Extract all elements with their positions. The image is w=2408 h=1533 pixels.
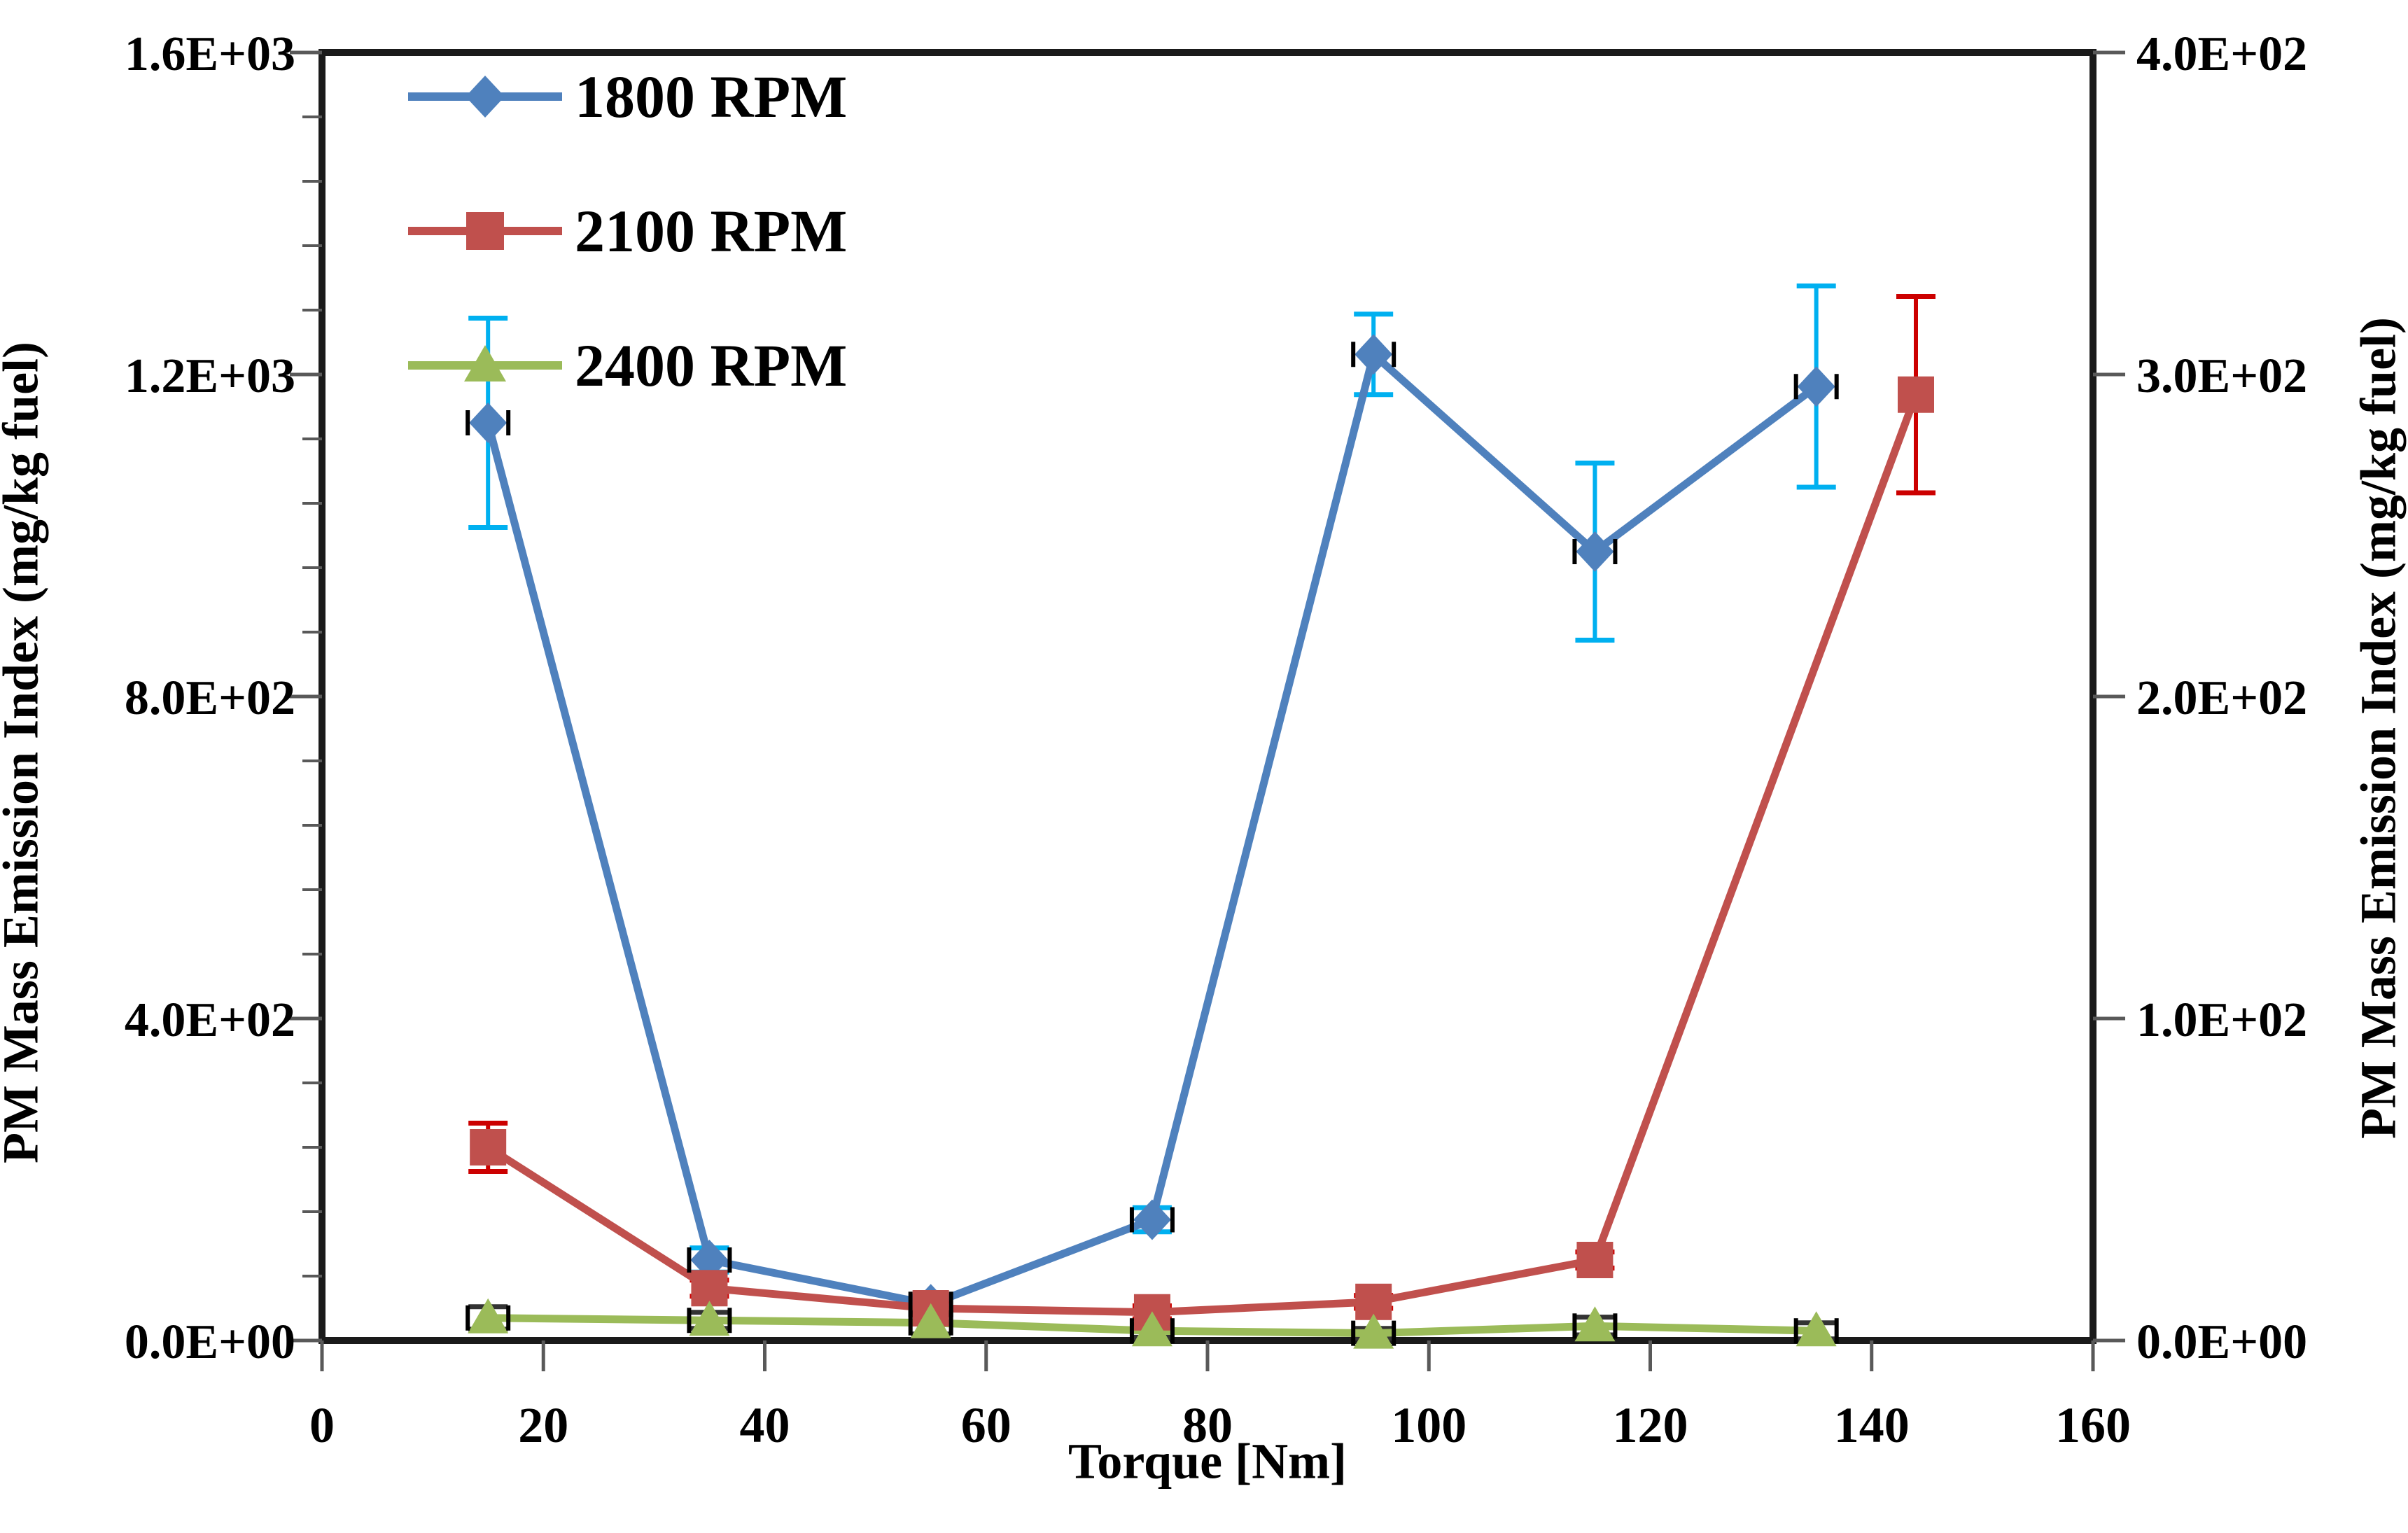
svg-text:1.0E+02: 1.0E+02 bbox=[2136, 993, 2307, 1047]
legend-marker-triangle-icon bbox=[408, 345, 562, 382]
svg-text:4.0E+02: 4.0E+02 bbox=[2136, 27, 2307, 81]
legend-item-2100-rpm: 2100 RPM bbox=[402, 197, 847, 265]
svg-text:60: 60 bbox=[961, 1397, 1011, 1453]
svg-text:140: 140 bbox=[1834, 1397, 1910, 1453]
left-axis-ticks: 0.0E+00 4.0E+02 8.0E+02 1.2E+03 1.6E+03 bbox=[125, 27, 322, 1369]
svg-text:40: 40 bbox=[740, 1397, 790, 1453]
line-1800-rpm bbox=[484, 350, 1821, 1308]
left-axis-title: PM Mass Emission Index (mg/kg fuel) bbox=[0, 341, 49, 1164]
right-axis-title: PM Mass Emission Index (mg/kg fuel) bbox=[2350, 316, 2407, 1140]
error-bars-2100-rpm bbox=[468, 293, 1935, 1322]
svg-text:4.0E+02: 4.0E+02 bbox=[125, 993, 295, 1047]
legend-label: 2100 RPM bbox=[575, 197, 848, 265]
svg-text:0: 0 bbox=[309, 1397, 335, 1453]
svg-text:100: 100 bbox=[1391, 1397, 1466, 1453]
svg-text:3.0E+02: 3.0E+02 bbox=[2136, 349, 2307, 403]
svg-text:8.0E+02: 8.0E+02 bbox=[125, 671, 295, 725]
right-axis-ticks: 0.0E+00 1.0E+02 2.0E+02 3.0E+02 4.0E+02 bbox=[2093, 27, 2307, 1369]
svg-text:0.0E+00: 0.0E+00 bbox=[2136, 1315, 2307, 1369]
markers-2400-rpm bbox=[465, 1298, 1839, 1349]
legend: 1800 RPM 2100 RPM 2400 RPM bbox=[402, 63, 847, 399]
legend-label: 1800 RPM bbox=[575, 63, 848, 130]
svg-text:160: 160 bbox=[2055, 1397, 2131, 1453]
legend-item-2400-rpm: 2400 RPM bbox=[402, 332, 847, 399]
svg-text:0.0E+00: 0.0E+00 bbox=[125, 1315, 295, 1369]
line-2100-rpm bbox=[484, 391, 1920, 1317]
markers-1800-rpm bbox=[465, 334, 1839, 1325]
svg-text:1.6E+03: 1.6E+03 bbox=[125, 27, 295, 81]
svg-text:120: 120 bbox=[1613, 1397, 1688, 1453]
svg-text:20: 20 bbox=[518, 1397, 568, 1453]
legend-marker-diamond-icon bbox=[408, 76, 562, 118]
svg-text:80: 80 bbox=[1182, 1397, 1233, 1453]
legend-item-1800-rpm: 1800 RPM bbox=[402, 63, 847, 130]
svg-text:2.0E+02: 2.0E+02 bbox=[2136, 671, 2307, 725]
svg-text:1.2E+03: 1.2E+03 bbox=[125, 349, 295, 403]
legend-marker-square-icon bbox=[408, 212, 562, 250]
x-axis-title: Torque [Nm] bbox=[1068, 1433, 1348, 1490]
legend-label: 2400 RPM bbox=[575, 332, 848, 399]
x-axis-ticks: 0 20 40 60 80 100 120 140 160 bbox=[309, 1340, 2131, 1453]
